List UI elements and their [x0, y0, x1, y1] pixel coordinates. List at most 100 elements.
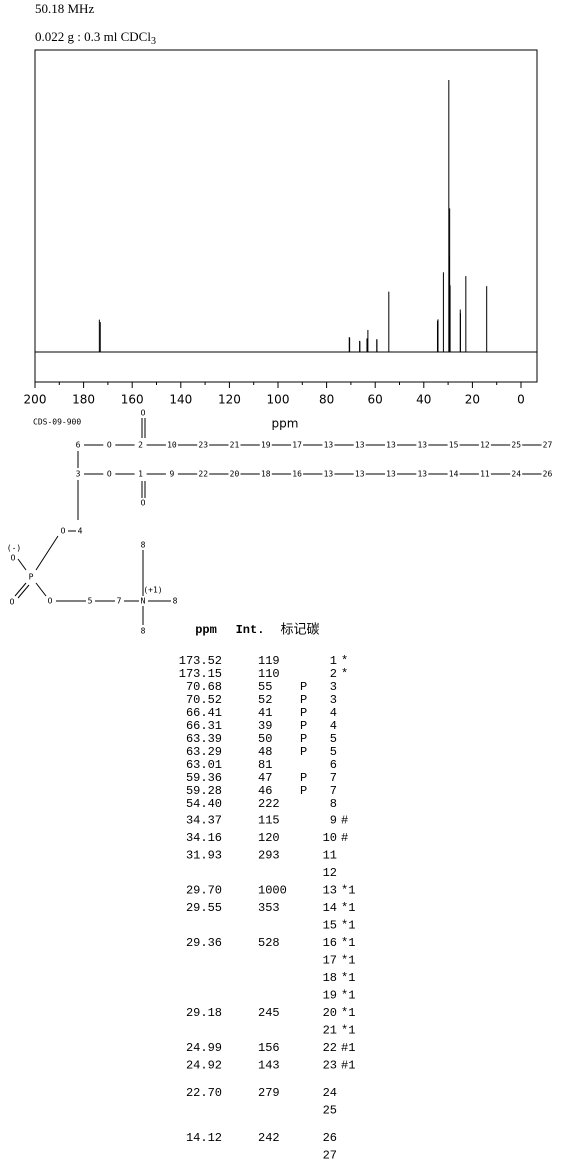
carbon-cell: 11 — [323, 849, 337, 863]
ppm-cell: 63.39 — [186, 732, 222, 746]
atom-label: O — [141, 409, 146, 418]
ppm-cell: 63.01 — [186, 758, 222, 772]
atom-label: 18 — [261, 470, 271, 479]
x-tick-label: 20 — [465, 393, 480, 407]
carbon-cell: 6 — [330, 758, 337, 772]
carbon-cell: 5 — [330, 732, 337, 746]
x-tick-label: 40 — [416, 393, 431, 407]
int-cell: 41 — [258, 706, 272, 720]
carbon-cell: 24 — [323, 1086, 337, 1100]
ppm-cell: 63.29 — [186, 745, 222, 759]
atom-label: 13 — [386, 441, 396, 450]
int-cell: 48 — [258, 745, 272, 759]
carbon-cell: 14 — [323, 901, 337, 915]
atom-label: 22 — [198, 470, 208, 479]
carbon-cell: 4 — [330, 719, 337, 733]
carbon-cell: 16 — [323, 936, 337, 950]
atom-label: 13 — [417, 441, 427, 450]
x-tick-label: 120 — [218, 393, 241, 407]
carbon-cell: 18 — [323, 971, 337, 985]
flag-cell: P — [300, 732, 307, 746]
carbon-cell: 17 — [323, 954, 337, 968]
atom-label: 11 — [480, 470, 490, 479]
int-cell: 156 — [258, 1041, 280, 1055]
note-cell: *1 — [341, 919, 355, 933]
atom-label: O — [61, 527, 66, 536]
atom-label: 26 — [543, 470, 553, 479]
int-cell: 81 — [258, 758, 272, 772]
atom-label: O — [107, 441, 112, 450]
int-cell: 293 — [258, 849, 280, 863]
note-cell: *1 — [341, 884, 355, 898]
flag-cell: P — [300, 784, 307, 798]
bond — [17, 558, 27, 571]
ppm-cell: 54.40 — [186, 797, 222, 811]
x-tick-label: 180 — [72, 393, 95, 407]
int-cell: 528 — [258, 936, 280, 950]
atom-label: 24 — [511, 470, 521, 479]
carbon-cell: 2 — [330, 667, 337, 681]
ppm-cell: 173.15 — [179, 667, 222, 681]
code: CDS-09-900 — [33, 418, 81, 427]
x-tick-label: 60 — [368, 393, 383, 407]
note-cell: * — [341, 654, 348, 668]
atom-label: 8 — [141, 627, 146, 636]
note-cell: # — [341, 831, 348, 845]
flag-cell: P — [300, 680, 307, 694]
atom-label: 7 — [117, 597, 122, 606]
flag-cell: P — [300, 693, 307, 707]
atom-label: 23 — [198, 441, 208, 450]
note-cell: #1 — [341, 1041, 355, 1055]
carbon-cell: 23 — [323, 1059, 337, 1073]
carbon-cell: 25 — [323, 1104, 337, 1118]
atom-label: O — [10, 598, 15, 607]
int-cell: 222 — [258, 797, 280, 811]
carbon-cell: 8 — [330, 797, 337, 811]
atom-label: 4 — [78, 527, 83, 536]
atom-label: 10 — [167, 441, 177, 450]
sample: 0.022 g : 0.3 ml CDCl3 — [35, 29, 156, 47]
ppm-cell: 24.99 — [186, 1041, 222, 1055]
atom-label: 8 — [173, 597, 178, 606]
carbon-cell: 19 — [323, 989, 337, 1003]
carbon-cell: 21 — [323, 1024, 337, 1038]
int-cell: 245 — [258, 1006, 280, 1020]
flag-cell: P — [300, 745, 307, 759]
atom-label: 13 — [324, 470, 334, 479]
int-cell: 47 — [258, 771, 272, 785]
sample-text: 0.022 g : 0.3 ml CDCl — [35, 29, 151, 44]
carbon-cell: 3 — [330, 680, 337, 694]
x-axis-label: ppm — [272, 417, 299, 431]
carbon-cell: 4 — [330, 706, 337, 720]
ppm-cell: 59.36 — [186, 771, 222, 785]
note-cell: *1 — [341, 954, 355, 968]
atom-label: 6 — [76, 441, 81, 450]
carbon-cell: 13 — [323, 884, 337, 898]
note-cell: * — [341, 667, 348, 681]
atom-label: 20 — [230, 470, 240, 479]
x-tick-label: 200 — [24, 393, 47, 407]
x-tick-label: 100 — [267, 393, 290, 407]
flag-cell: P — [300, 706, 307, 720]
atom-label: N — [141, 597, 146, 606]
int-cell: 52 — [258, 693, 272, 707]
table-header: 标记碳 — [280, 623, 319, 638]
note-cell: *1 — [341, 936, 355, 950]
bond — [35, 535, 59, 571]
ppm-cell: 22.70 — [186, 1086, 222, 1100]
atom-label: 25 — [511, 441, 521, 450]
atom-label: 13 — [417, 470, 427, 479]
note-cell: *1 — [341, 971, 355, 985]
x-tick-label: 80 — [319, 393, 334, 407]
sample-sub: 3 — [151, 36, 156, 47]
x-tick-label: 160 — [121, 393, 144, 407]
carbon-cell: 3 — [330, 693, 337, 707]
note-cell: # — [341, 814, 348, 828]
carbon-cell: 5 — [330, 745, 337, 759]
carbon-cell: 12 — [323, 866, 337, 880]
atom-label: 8 — [141, 541, 146, 550]
carbon-cell: 27 — [323, 1149, 337, 1163]
atom-label: P — [29, 573, 34, 582]
ppm-cell: 29.36 — [186, 936, 222, 950]
